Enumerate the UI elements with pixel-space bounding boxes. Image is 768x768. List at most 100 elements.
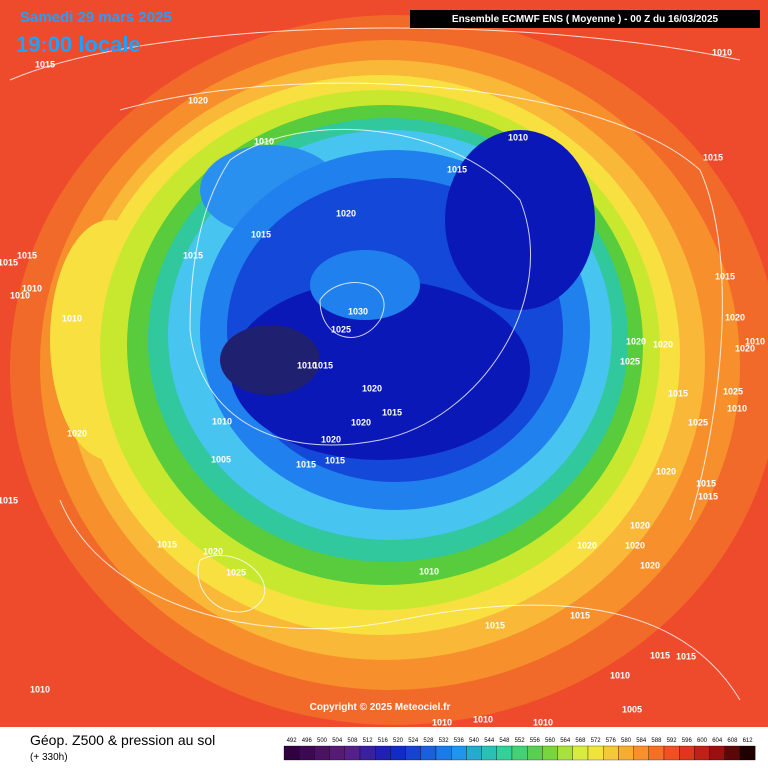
scale-swatch: [557, 745, 573, 761]
scale-swatch: [466, 745, 482, 761]
scale-swatch: [283, 745, 300, 761]
scale-tick-label: 564: [560, 738, 571, 744]
scale-tick-label: 600: [697, 738, 708, 744]
scale-swatch: [724, 745, 741, 761]
scale-tick-label: 528: [423, 738, 434, 744]
isobar-label: 1015: [447, 164, 467, 174]
scale-swatch: [511, 745, 528, 761]
scale-tick-label: 540: [469, 738, 480, 744]
scale-swatch: [314, 745, 330, 761]
isobar-label: 1015: [17, 250, 37, 260]
isobar-label: 1015: [668, 388, 688, 398]
scale-tick-label: 524: [408, 738, 419, 744]
isobar-label: 1030: [348, 306, 368, 316]
scale-tick-label: 568: [575, 738, 586, 744]
scale-swatch: [481, 745, 497, 761]
isobar-label: 1020: [625, 540, 645, 550]
scale-tick-label: 560: [545, 738, 556, 744]
isobar-label: 1010: [745, 336, 765, 346]
isobar-label: 1015: [0, 257, 18, 267]
isobar-label: 1015: [183, 250, 203, 260]
isobar-label: 1020: [321, 434, 341, 444]
scale-tick-label: 592: [667, 738, 678, 744]
isobar-label: 1020: [626, 336, 646, 346]
isobar-label: 1015: [35, 59, 55, 69]
scale-tick-label: 572: [591, 738, 602, 744]
model-banner: [410, 10, 760, 28]
isobar-label: 1020: [640, 560, 660, 570]
isobar-label: 1010: [432, 717, 452, 727]
isobar-label: 1010: [727, 403, 747, 413]
scale-swatch: [451, 745, 467, 761]
scale-swatch: [375, 745, 391, 761]
scale-tick-label: 516: [378, 738, 389, 744]
scale-swatch: [496, 745, 513, 761]
isobar-label: 1010: [22, 283, 42, 293]
scale-swatch: [648, 745, 665, 761]
scale-swatch: [679, 745, 695, 761]
isobar-label: 1015: [650, 650, 670, 660]
scale-tick-label: 500: [317, 738, 328, 744]
footer-title: Géop. Z500 & pression au sol: [30, 732, 215, 748]
scale-swatch: [329, 745, 345, 761]
scale-tick-label: 508: [347, 738, 358, 744]
scale-swatch: [633, 745, 649, 761]
scale-tick-label: 576: [606, 738, 617, 744]
scale-tick-label: 492: [287, 738, 298, 744]
scale-tick-label: 556: [530, 738, 541, 744]
scale-swatch: [405, 745, 421, 761]
isobar-label: 1015: [0, 495, 18, 505]
isobar-label: 1015: [676, 651, 696, 661]
isobar-label: 1020: [577, 540, 597, 550]
isobar-label: 1015: [703, 152, 723, 162]
scale-tick-label: 504: [332, 738, 343, 744]
model-info: Ensemble ECMWF ENS ( Moyenne ) - 00 Z du…: [452, 14, 719, 25]
scale-swatch: [344, 745, 361, 761]
footer-lead: (+ 330h): [30, 752, 68, 763]
scale-tick-label: 580: [621, 738, 632, 744]
time: 19:00 locale: [16, 32, 141, 57]
scale-tick-label: 584: [636, 738, 647, 744]
isobar-label: 1010: [508, 132, 528, 142]
isobar-label: 1025: [688, 417, 708, 427]
isobar-label: 1020: [336, 208, 356, 218]
scale-swatch: [663, 745, 680, 761]
isobar-label: 1015: [325, 455, 345, 465]
isobar-label: 1020: [351, 417, 371, 427]
isobar-label: 1015: [715, 271, 735, 281]
scale-swatch: [390, 745, 406, 761]
isobar-label: 1015: [485, 620, 505, 630]
scale-swatch: [603, 745, 619, 761]
isobar-label: 1020: [362, 383, 382, 393]
copyright: Copyright © 2025 Meteociel.fr: [310, 702, 451, 713]
scale-tick-label: 552: [515, 738, 526, 744]
scale-swatch: [435, 745, 452, 761]
isobar-label: 1010: [419, 566, 439, 576]
scale-tick-label: 548: [499, 738, 510, 744]
isobar-label: 1020: [188, 95, 208, 105]
scale-tick-label: 496: [302, 738, 313, 744]
isobar-label: 1015: [313, 360, 333, 370]
scale-tick-label: 536: [454, 738, 465, 744]
scale-swatch: [572, 745, 589, 761]
color-scale: 492 496 500 504 508 512 516 520 524 528 532 536 540 5…: [283, 738, 756, 761]
isobar-label: 1020: [725, 312, 745, 322]
scale-swatch: [420, 745, 437, 761]
scale-swatch: [299, 745, 315, 761]
isobar-label: 1005: [211, 454, 231, 464]
isobar-label: 1010: [30, 684, 50, 694]
date: Samedi 29 mars 2025: [20, 9, 172, 26]
isobar-label: 1010: [712, 47, 732, 57]
isobar-label: 1025: [723, 386, 743, 396]
scale-swatch: [709, 745, 725, 761]
isobar-label: 1010: [254, 136, 274, 146]
isobar-label: 1015: [696, 478, 716, 488]
scale-swatch: [527, 745, 543, 761]
isobar-label: 1015: [157, 539, 177, 549]
isobar-label: 1010: [610, 670, 630, 680]
scale-swatch: [618, 745, 634, 761]
isobar-label: 1010: [297, 360, 317, 370]
scale-tick-label: 612: [743, 738, 754, 744]
